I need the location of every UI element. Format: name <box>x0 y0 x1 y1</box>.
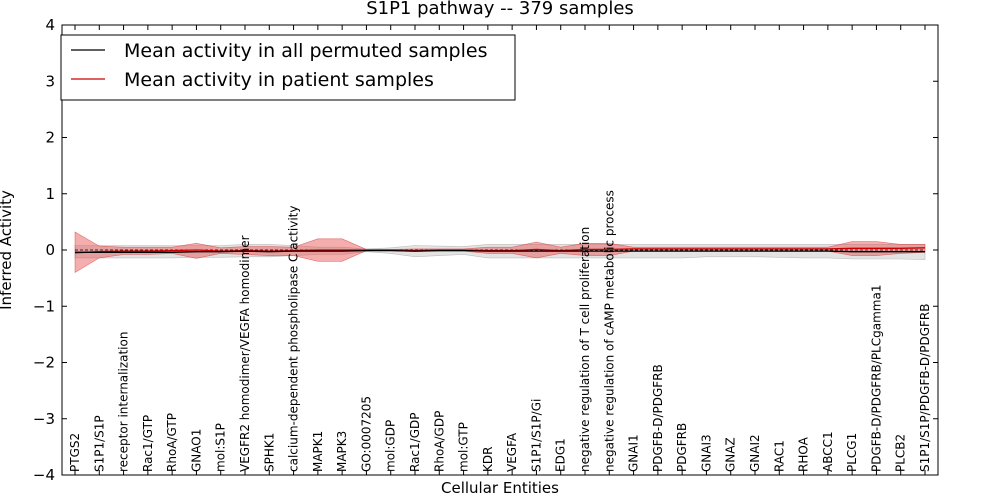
x-tick-label: S1P1/S1P <box>92 415 106 472</box>
x-tick-label: negative regulation of cAMP metabolic pr… <box>602 190 616 472</box>
chart-title: S1P1 pathway -- 379 samples <box>366 0 634 19</box>
x-tick-label: PDGFB-D/PDGFRB <box>651 364 665 472</box>
x-tick-label: GNAZ <box>724 437 738 472</box>
y-tick-label: −3 <box>33 410 55 428</box>
x-tick-label: mol:GTP <box>457 422 471 472</box>
x-tick-label: GNAI1 <box>627 434 641 472</box>
y-tick-label: 0 <box>45 241 55 259</box>
y-tick-label: −1 <box>33 297 55 315</box>
x-tick-label: KDR <box>481 447 495 472</box>
x-tick-label: EDG1 <box>554 438 568 472</box>
x-tick-label: mol:GDP <box>384 420 398 472</box>
legend-box <box>60 34 516 101</box>
legend-label-permuted: Mean activity in all permuted samples <box>124 40 487 62</box>
y-tick-label: 4 <box>45 16 55 34</box>
x-tick-label: MAPK3 <box>335 431 349 472</box>
x-tick-label: receptor internalization <box>117 332 131 472</box>
y-tick-label: 1 <box>45 185 55 203</box>
x-tick-label: MAPK1 <box>311 431 325 472</box>
y-tick-label: 2 <box>45 129 55 147</box>
y-tick-label: 3 <box>45 72 55 90</box>
x-tick-label: VEGFA <box>505 432 519 472</box>
x-tick-label: RhoA/GDP <box>432 411 446 472</box>
series-line-0 <box>75 249 925 253</box>
x-tick-label: calcium-dependent phospholipase C activi… <box>287 206 301 472</box>
x-tick-label: VEGFR2 homodimer/VEGFA homodimer <box>238 235 252 472</box>
x-tick-label: GNAI2 <box>748 434 762 472</box>
legend-label-patient: Mean activity in patient samples <box>124 69 434 91</box>
x-tick-label: RAC1 <box>772 440 786 472</box>
x-tick-label: RhoA/GTP <box>165 413 179 472</box>
x-axis-label: Cellular Entities <box>441 479 559 497</box>
x-tick-label: S1P1/S1P/Gi <box>529 399 543 472</box>
x-tick-label: PTGS2 <box>68 433 82 472</box>
y-tick-label: −2 <box>33 354 55 372</box>
x-tick-label: PDGFRB <box>675 423 689 472</box>
y-tick-label: −4 <box>33 466 55 484</box>
x-tick-label: GNAO1 <box>189 429 203 472</box>
x-tick-label: PLCG1 <box>845 433 859 472</box>
x-tick-label: RHOA <box>797 436 811 472</box>
x-tick-label: GO:0007205 <box>359 396 373 472</box>
x-tick-label: negative regulation of T cell proliferat… <box>578 227 592 472</box>
x-tick-label: GNAI3 <box>699 434 713 472</box>
plot-area: 4 3 2 1 0 −1 −2 −3 −4 PTGS2 S1P1/S1P receptor inter… <box>33 16 939 484</box>
y-axis-label: Inferred Activity <box>0 190 15 310</box>
x-tick-label: Rac1/GTP <box>141 415 155 472</box>
x-tick-label: mol:S1P <box>214 423 228 472</box>
x-tick-label: SPHK1 <box>262 433 276 472</box>
legend: Mean activity in all permuted samples Me… <box>60 34 516 101</box>
x-tick-label: S1P1/S1P/PDGFB-D/PDGFRB <box>918 304 932 472</box>
x-tick-label: ABCC1 <box>821 431 835 472</box>
x-tick-label: PDGFB-D/PDGFRB/PLCgamma1 <box>869 285 883 472</box>
x-tick-label: PLCB2 <box>894 434 908 472</box>
x-tick-label: Rac1/GDP <box>408 413 422 472</box>
